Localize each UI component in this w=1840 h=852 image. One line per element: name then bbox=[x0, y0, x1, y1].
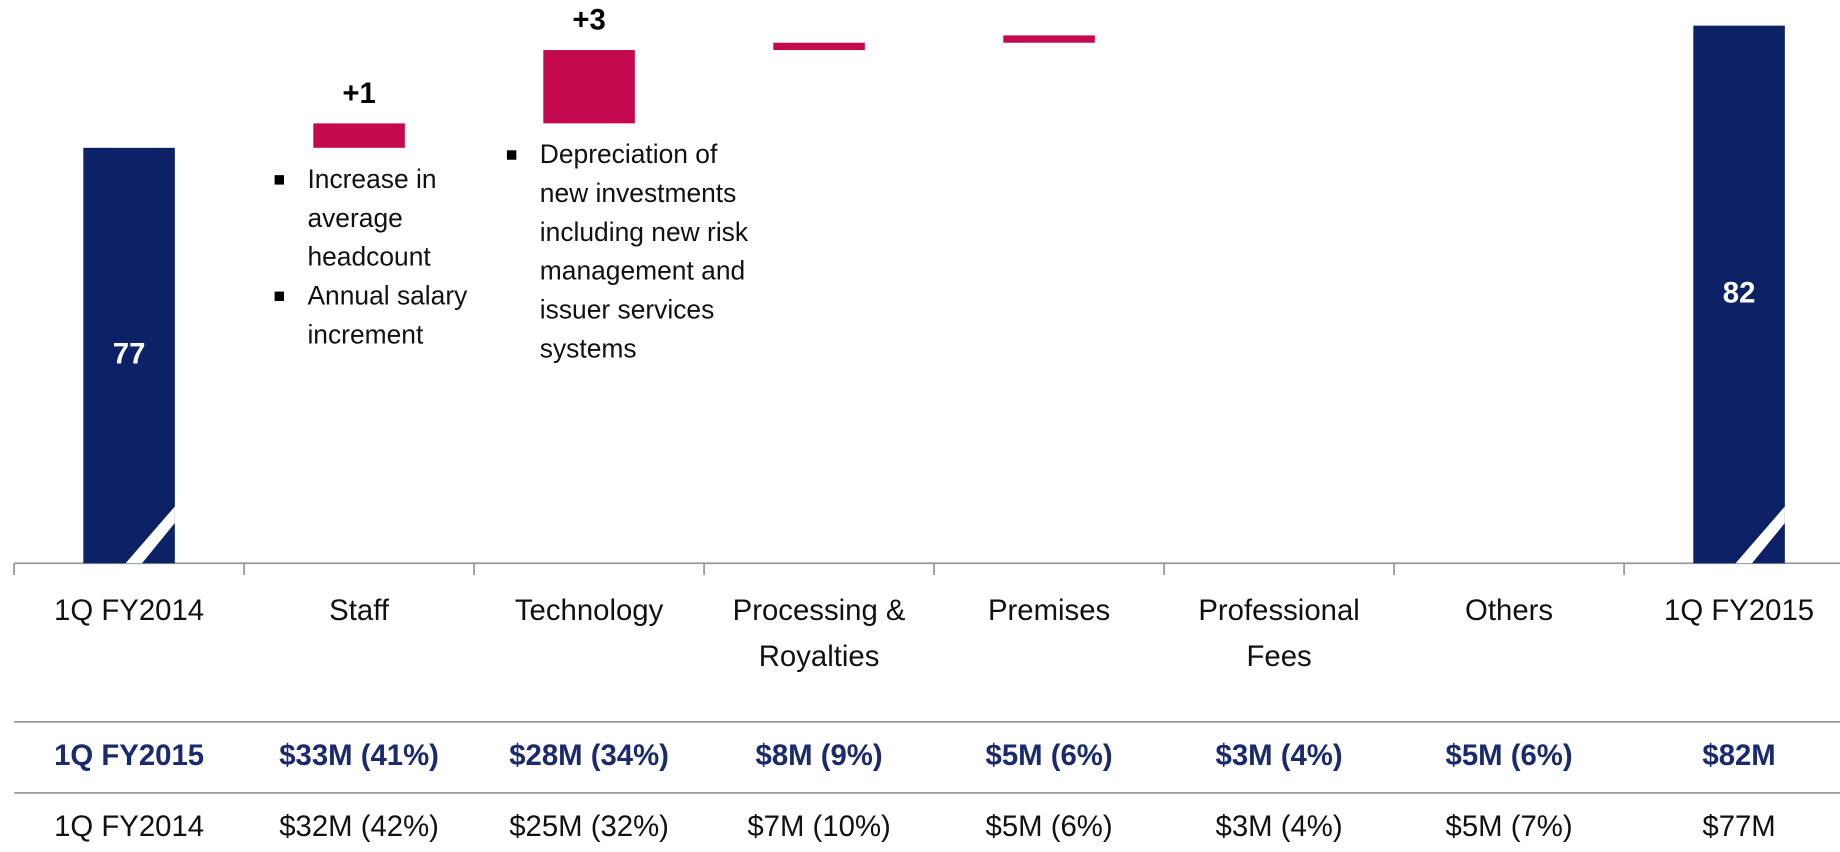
bar bbox=[773, 42, 865, 51]
category-label-box: 1Q FY2015 bbox=[1664, 594, 1815, 628]
category-label-box: Premises bbox=[987, 594, 1111, 628]
bar bbox=[543, 50, 635, 124]
category-label-box: Others bbox=[1465, 594, 1554, 628]
table-cell: 1Q FY2014 bbox=[54, 810, 204, 843]
value-label: +1 bbox=[342, 77, 375, 110]
table-cell: $77M bbox=[1702, 810, 1775, 843]
category-label-box: 1Q FY2014 bbox=[54, 594, 205, 628]
table-cell: $5M (7%) bbox=[1446, 810, 1573, 843]
bar bbox=[1003, 35, 1095, 43]
table-cell: $5M (6%) bbox=[1446, 739, 1573, 772]
table-cell: $3M (4%) bbox=[1216, 810, 1343, 843]
value-label: +3 bbox=[572, 3, 605, 36]
annotation: increment bbox=[307, 319, 423, 349]
table-cell: $7M (10%) bbox=[747, 810, 890, 843]
x-tick-label: Professional Fees bbox=[1198, 594, 1360, 674]
category-label-box: Technology bbox=[514, 594, 664, 628]
table-cell: $3M (4%) bbox=[1216, 739, 1343, 772]
x-tick-label: Processing & Royalties bbox=[732, 594, 906, 674]
table-cell: $25M (32%) bbox=[509, 810, 669, 843]
x-tick-label: Premises bbox=[987, 594, 1111, 628]
annotation: new investments bbox=[540, 178, 737, 208]
bullet bbox=[274, 291, 284, 302]
value-label: 77 bbox=[113, 337, 146, 370]
axis-break bbox=[1735, 506, 1785, 564]
bar bbox=[313, 123, 405, 148]
table-cell: $5M (6%) bbox=[986, 739, 1113, 772]
annotation: Annual salary bbox=[307, 280, 468, 310]
table-cell: $8M (9%) bbox=[756, 739, 883, 772]
x-tick-label: 1Q FY2014 bbox=[54, 594, 205, 628]
category-label-box: Staff bbox=[329, 594, 389, 628]
table-cell: $28M (34%) bbox=[509, 739, 669, 772]
annotation: management and bbox=[540, 256, 745, 286]
annotation: average bbox=[307, 203, 402, 233]
table-cell: 1Q FY2015 bbox=[54, 739, 204, 772]
category-label-box: Processing & Royalties bbox=[732, 594, 906, 674]
table-cell: $33M (41%) bbox=[279, 739, 439, 772]
bullet bbox=[506, 150, 517, 160]
annotation: systems bbox=[540, 333, 637, 363]
x-tick-label: Staff bbox=[329, 594, 389, 628]
annotation: Increase in bbox=[307, 164, 436, 194]
axis-break bbox=[125, 506, 175, 564]
table-cell: $32M (42%) bbox=[279, 810, 439, 843]
annotation: Depreciation of bbox=[540, 139, 718, 169]
value-label: 82 bbox=[1723, 276, 1756, 309]
bullet bbox=[274, 175, 284, 185]
category-label-box: Professional Fees bbox=[1198, 594, 1360, 674]
annotation: issuer services bbox=[540, 294, 715, 324]
x-tick-label: Technology bbox=[514, 594, 664, 628]
table-cell: $5M (6%) bbox=[986, 810, 1113, 843]
bar bbox=[1693, 25, 1785, 564]
x-tick-label: 1Q FY2015 bbox=[1664, 594, 1815, 628]
bar bbox=[83, 147, 175, 564]
x-tick-label: Others bbox=[1465, 594, 1554, 628]
table-cell: $82M bbox=[1702, 739, 1775, 772]
annotation: headcount bbox=[307, 242, 431, 272]
annotation: including new risk bbox=[540, 217, 749, 247]
